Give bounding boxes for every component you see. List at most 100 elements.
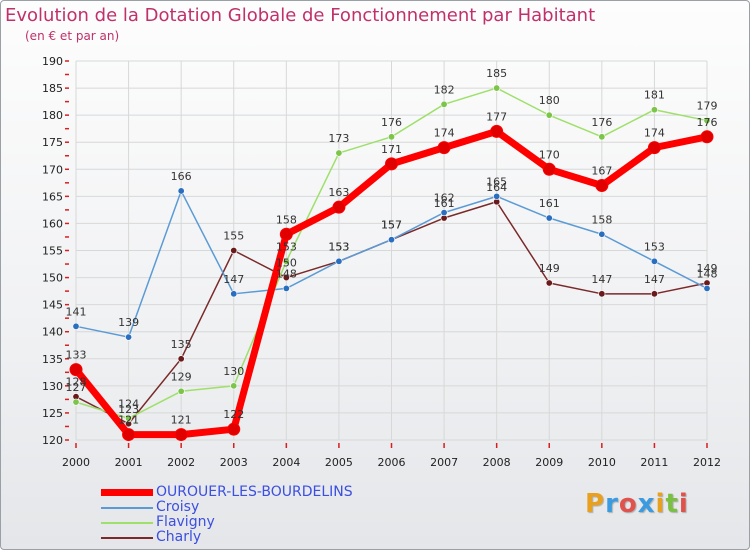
- data-label: 123: [118, 403, 139, 416]
- data-label: 147: [223, 273, 244, 286]
- y-tick-label: 120: [42, 434, 63, 447]
- data-label: 122: [223, 408, 244, 421]
- line-chart: 120 125 130 135 140 145 150 155 160 165 170 175 180 1…: [42, 55, 721, 469]
- data-label: 176: [697, 116, 718, 129]
- logo-letter: i: [678, 489, 689, 519]
- x-tick-label: 2009: [535, 456, 563, 469]
- data-point: [174, 428, 188, 442]
- data-point: [598, 290, 606, 298]
- data-label: 180: [539, 94, 560, 107]
- data-label: 157: [381, 219, 402, 232]
- legend-label-flavigny: Flavigny: [156, 514, 215, 530]
- x-tick-label: 2005: [325, 456, 353, 469]
- data-point: [230, 247, 238, 255]
- data-point: [703, 117, 711, 125]
- data-label: 157: [381, 219, 402, 232]
- proxiti-logo[interactable]: Proxiti: [585, 489, 689, 519]
- x-tick-label: 2003: [220, 456, 248, 469]
- data-point: [177, 387, 185, 395]
- legend-line-flavigny: [101, 522, 153, 524]
- data-label: 174: [644, 127, 665, 140]
- data-label: 148: [697, 267, 718, 280]
- data-point: [125, 333, 133, 341]
- data-label: 177: [486, 110, 507, 123]
- data-label: 161: [434, 197, 455, 210]
- data-point: [332, 200, 346, 214]
- data-label: 153: [328, 240, 349, 253]
- data-point: [72, 398, 80, 406]
- y-tick-label: 185: [42, 82, 63, 95]
- x-tick-label: 2012: [693, 456, 721, 469]
- legend-line-ourouer: [101, 489, 153, 496]
- data-point: [227, 422, 241, 436]
- logo-letter: o: [618, 489, 638, 519]
- legend-line-croisy: [101, 507, 153, 509]
- chart-subtitle: (en € et par an): [25, 29, 120, 43]
- data-label: 127: [66, 381, 87, 394]
- data-label: 158: [591, 213, 612, 226]
- x-tick-label: 2002: [167, 456, 195, 469]
- y-tick-label: 140: [42, 326, 63, 339]
- legend-line-charly: [101, 537, 153, 539]
- data-label: 170: [539, 148, 560, 161]
- x-tick-label: 2011: [640, 456, 668, 469]
- y-tick-label: 190: [42, 55, 63, 68]
- data-point: [177, 187, 185, 195]
- logo-letter: x: [637, 489, 656, 519]
- legend-label-charly: Charly: [156, 529, 202, 545]
- data-label: 167: [591, 165, 612, 178]
- data-point: [230, 290, 238, 298]
- data-point: [542, 162, 556, 176]
- data-label: 163: [328, 186, 349, 199]
- data-label: 129: [171, 370, 192, 383]
- data-point: [282, 274, 290, 282]
- data-point: [335, 149, 343, 157]
- data-point: [72, 322, 80, 330]
- legend-label-croisy: Croisy: [156, 499, 200, 515]
- data-point: [437, 141, 451, 155]
- data-label: 141: [66, 305, 87, 318]
- data-point: [650, 106, 658, 114]
- data-label: 124: [118, 397, 139, 410]
- data-label: 130: [223, 365, 244, 378]
- data-point: [545, 214, 553, 222]
- y-tick-label: 170: [42, 163, 63, 176]
- data-label: 171: [381, 143, 402, 156]
- data-label: 182: [434, 83, 455, 96]
- data-point: [703, 284, 711, 292]
- data-label: 161: [539, 197, 560, 210]
- y-tick-label: 130: [42, 380, 63, 393]
- logo-letter: t: [665, 489, 679, 519]
- y-tick-label: 155: [42, 245, 63, 258]
- data-point: [598, 133, 606, 141]
- logo-letter: r: [605, 489, 619, 519]
- data-point: [282, 284, 290, 292]
- y-tick-label: 125: [42, 407, 63, 420]
- chart-title: Evolution de la Dotation Globale de Fonc…: [5, 5, 596, 26]
- data-point: [125, 414, 133, 422]
- data-label: 155: [223, 230, 244, 243]
- data-point: [387, 236, 395, 244]
- data-label: 121: [118, 414, 139, 427]
- data-point: [282, 257, 290, 265]
- data-point: [598, 230, 606, 238]
- data-point: [545, 111, 553, 119]
- y-tick-label: 145: [42, 299, 63, 312]
- logo-letter: i: [655, 489, 666, 519]
- data-point: [385, 157, 398, 171]
- data-label: 147: [644, 273, 665, 286]
- data-point: [647, 141, 661, 155]
- data-point: [122, 428, 136, 442]
- data-label: 174: [434, 127, 455, 140]
- data-point: [493, 192, 501, 200]
- data-point: [177, 355, 185, 363]
- y-tick-label: 180: [42, 109, 63, 122]
- data-label: 185: [486, 67, 507, 80]
- data-label: 148: [276, 267, 297, 280]
- data-point: [279, 227, 293, 241]
- data-label: 166: [171, 170, 192, 183]
- x-tick-label: 2007: [430, 456, 458, 469]
- data-point: [440, 209, 448, 217]
- data-point: [490, 124, 504, 138]
- x-tick-label: 2000: [62, 456, 90, 469]
